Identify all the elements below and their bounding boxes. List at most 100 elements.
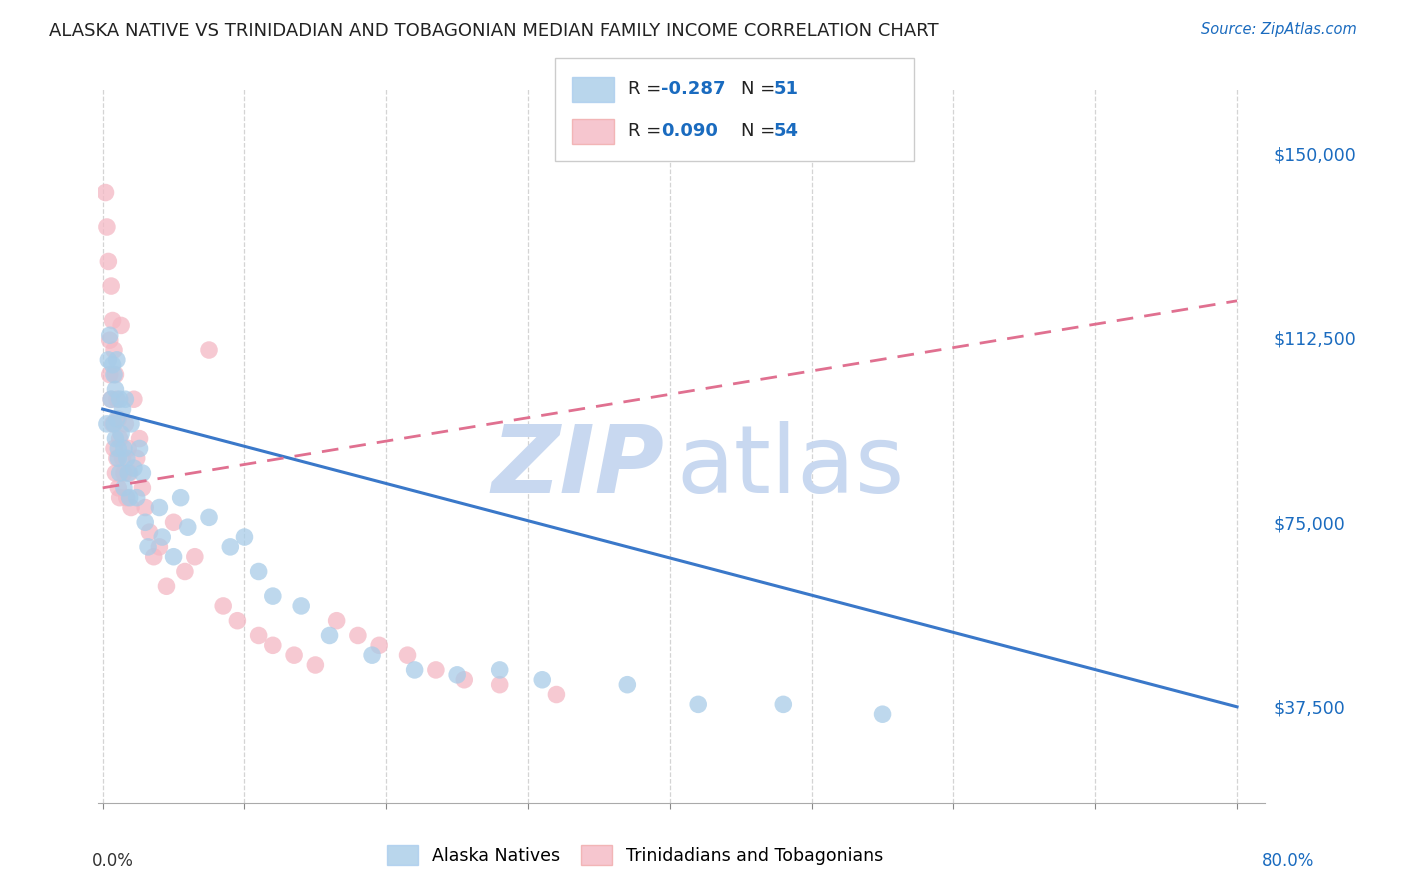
Point <box>125 491 148 505</box>
Point <box>115 451 138 466</box>
Point <box>150 530 173 544</box>
Point <box>120 417 142 431</box>
Point <box>136 540 159 554</box>
Text: N =: N = <box>741 122 780 140</box>
Point <box>98 333 121 347</box>
Point <box>219 540 242 554</box>
Text: 54: 54 <box>773 122 799 140</box>
Point <box>108 392 131 407</box>
Point <box>100 392 122 407</box>
Legend: Alaska Natives, Trinidadians and Tobagonians: Alaska Natives, Trinidadians and Tobagon… <box>387 846 883 865</box>
Point <box>283 648 305 662</box>
Point <box>117 442 139 456</box>
Point <box>98 328 121 343</box>
Point <box>177 520 200 534</box>
Point <box>162 516 184 530</box>
Point <box>112 466 135 480</box>
Point <box>108 491 131 505</box>
Point <box>105 451 128 466</box>
Point <box>96 417 118 431</box>
Point <box>131 466 153 480</box>
Point <box>616 678 638 692</box>
Point <box>325 614 347 628</box>
Point <box>101 313 124 327</box>
Point <box>134 500 156 515</box>
Text: 0.090: 0.090 <box>661 122 717 140</box>
Point <box>169 491 191 505</box>
Point <box>446 668 468 682</box>
Point <box>114 417 136 431</box>
Point <box>103 343 125 357</box>
Point <box>198 510 221 524</box>
Point <box>101 358 124 372</box>
Text: 0.0%: 0.0% <box>91 852 134 870</box>
Point <box>122 392 145 407</box>
Point <box>122 461 145 475</box>
Point <box>134 516 156 530</box>
Point <box>104 432 127 446</box>
Point <box>772 698 794 712</box>
Point <box>290 599 312 613</box>
Point <box>304 658 326 673</box>
Point <box>103 442 125 456</box>
Text: ZIP: ZIP <box>492 421 665 514</box>
Point <box>198 343 221 357</box>
Point <box>138 525 160 540</box>
Point <box>347 628 370 642</box>
Point <box>233 530 256 544</box>
Point <box>112 442 135 456</box>
Point <box>115 491 138 505</box>
Point <box>107 412 129 426</box>
Text: atlas: atlas <box>676 421 904 514</box>
Point <box>104 368 127 382</box>
Point <box>184 549 207 564</box>
Point <box>125 451 148 466</box>
Point <box>404 663 426 677</box>
Point <box>247 628 270 642</box>
Point <box>262 638 284 652</box>
Text: R =: R = <box>628 122 668 140</box>
Point <box>97 352 120 367</box>
Point <box>105 412 128 426</box>
Point <box>488 663 510 677</box>
Point <box>105 392 128 407</box>
Point <box>103 417 125 431</box>
Text: N =: N = <box>741 80 780 98</box>
Point <box>107 451 129 466</box>
Point <box>148 540 170 554</box>
Point <box>262 589 284 603</box>
Point <box>104 466 127 480</box>
Point <box>104 383 127 397</box>
Point <box>96 219 118 234</box>
Point <box>453 673 475 687</box>
Point <box>100 392 122 407</box>
Point <box>101 417 124 431</box>
Point <box>118 466 141 480</box>
Point <box>103 368 125 382</box>
Point <box>148 500 170 515</box>
Point <box>425 663 447 677</box>
Point <box>488 678 510 692</box>
Point <box>110 426 132 441</box>
Point <box>120 500 142 515</box>
Point <box>318 628 340 642</box>
Point <box>247 565 270 579</box>
Point <box>155 579 177 593</box>
Point <box>142 549 165 564</box>
Point <box>111 402 134 417</box>
Point <box>110 318 132 333</box>
Point <box>688 698 710 712</box>
Point <box>108 432 131 446</box>
Point <box>872 707 894 722</box>
Point <box>98 368 121 382</box>
Text: R =: R = <box>628 80 668 98</box>
Text: 51: 51 <box>773 80 799 98</box>
Point <box>94 186 117 200</box>
Point <box>128 432 150 446</box>
Point <box>128 442 150 456</box>
Point <box>112 481 135 495</box>
Text: 80.0%: 80.0% <box>1263 852 1315 870</box>
Point <box>100 279 122 293</box>
Point <box>105 352 128 367</box>
Point <box>212 599 235 613</box>
